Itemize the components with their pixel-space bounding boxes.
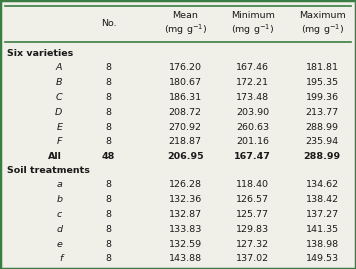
Text: 8: 8 — [106, 180, 111, 189]
Text: a: a — [56, 180, 62, 189]
Text: A: A — [56, 63, 62, 72]
Text: 125.77: 125.77 — [236, 210, 269, 219]
Text: 137.27: 137.27 — [305, 210, 339, 219]
Text: E: E — [56, 123, 62, 132]
Text: 218.87: 218.87 — [169, 137, 201, 146]
Text: 8: 8 — [106, 137, 111, 146]
Text: 143.88: 143.88 — [168, 254, 202, 263]
Text: 288.99: 288.99 — [306, 123, 339, 132]
Text: 8: 8 — [106, 225, 111, 234]
Text: 48: 48 — [102, 152, 115, 161]
Text: 8: 8 — [106, 210, 111, 219]
Text: 132.36: 132.36 — [168, 195, 202, 204]
Text: 132.87: 132.87 — [168, 210, 202, 219]
Text: 138.98: 138.98 — [305, 240, 339, 249]
Text: c: c — [57, 210, 62, 219]
Text: 133.83: 133.83 — [168, 225, 202, 234]
Text: 129.83: 129.83 — [236, 225, 269, 234]
Text: 181.81: 181.81 — [306, 63, 339, 72]
Text: F: F — [57, 137, 62, 146]
Text: 8: 8 — [106, 63, 111, 72]
Text: 199.36: 199.36 — [305, 93, 339, 102]
Text: 127.32: 127.32 — [236, 240, 269, 249]
Text: 132.59: 132.59 — [168, 240, 202, 249]
Text: 8: 8 — [106, 254, 111, 263]
Text: 288.99: 288.99 — [304, 152, 341, 161]
Text: e: e — [56, 240, 62, 249]
Text: Maximum
(mg g$^{-1}$): Maximum (mg g$^{-1}$) — [299, 10, 346, 37]
Text: 186.31: 186.31 — [168, 93, 202, 102]
Text: 201.16: 201.16 — [236, 137, 269, 146]
Text: 203.90: 203.90 — [236, 108, 269, 117]
Text: 134.62: 134.62 — [305, 180, 339, 189]
Text: 8: 8 — [106, 195, 111, 204]
Text: 138.42: 138.42 — [305, 195, 339, 204]
Text: f: f — [59, 254, 62, 263]
Text: 206.95: 206.95 — [167, 152, 203, 161]
Text: D: D — [55, 108, 62, 117]
Text: 195.35: 195.35 — [305, 78, 339, 87]
Text: Mean
(mg g$^{-1}$): Mean (mg g$^{-1}$) — [163, 10, 207, 37]
Text: C: C — [56, 93, 62, 102]
Text: 126.28: 126.28 — [169, 180, 201, 189]
Text: No.: No. — [101, 19, 116, 29]
Text: 137.02: 137.02 — [236, 254, 269, 263]
Text: 180.67: 180.67 — [169, 78, 201, 87]
Text: Minimum
(mg g$^{-1}$): Minimum (mg g$^{-1}$) — [231, 10, 275, 37]
Text: B: B — [56, 78, 62, 87]
Text: 270.92: 270.92 — [169, 123, 201, 132]
Text: 118.40: 118.40 — [236, 180, 269, 189]
Text: b: b — [56, 195, 62, 204]
Text: d: d — [56, 225, 62, 234]
Text: Soil treatments: Soil treatments — [7, 165, 90, 175]
Text: 172.21: 172.21 — [236, 78, 269, 87]
Text: 8: 8 — [106, 123, 111, 132]
Text: 8: 8 — [106, 108, 111, 117]
Text: 8: 8 — [106, 93, 111, 102]
Text: 173.48: 173.48 — [236, 93, 269, 102]
Text: 176.20: 176.20 — [169, 63, 201, 72]
Text: 235.94: 235.94 — [305, 137, 339, 146]
Text: 141.35: 141.35 — [305, 225, 339, 234]
Text: 8: 8 — [106, 78, 111, 87]
Text: 126.57: 126.57 — [236, 195, 269, 204]
Text: 213.77: 213.77 — [305, 108, 339, 117]
Text: 260.63: 260.63 — [236, 123, 269, 132]
Text: All: All — [48, 152, 62, 161]
Text: 167.46: 167.46 — [236, 63, 269, 72]
Text: 149.53: 149.53 — [305, 254, 339, 263]
Text: 208.72: 208.72 — [169, 108, 201, 117]
Text: Six varieties: Six varieties — [7, 49, 73, 58]
Text: 167.47: 167.47 — [234, 152, 271, 161]
Text: 8: 8 — [106, 240, 111, 249]
